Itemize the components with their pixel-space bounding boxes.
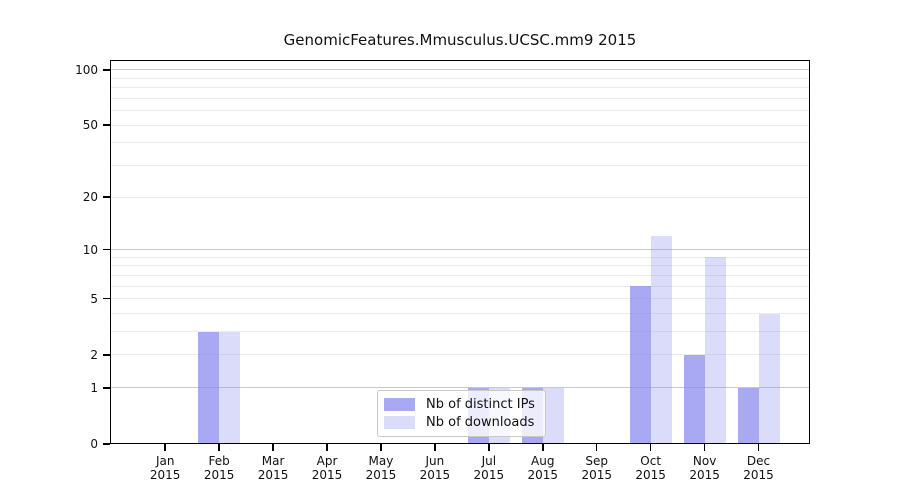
x-tick-mark — [380, 444, 382, 451]
y-tick-mark — [103, 69, 110, 71]
y-tick-label: 100 — [75, 62, 98, 77]
y-tick-mark — [103, 297, 110, 300]
plot-area-border — [110, 60, 810, 444]
minor-gridline — [110, 142, 810, 144]
x-tick-label: Sep 2015 — [581, 454, 612, 482]
x-tick-mark — [542, 444, 544, 451]
y-tick-mark — [103, 354, 110, 356]
x-tick-label: Dec 2015 — [743, 454, 774, 482]
chart-title: GenomicFeatures.Mmusculus.UCSC.mm9 2015 — [283, 31, 637, 49]
bar-feb-downloads — [219, 331, 241, 444]
legend-item-downloads: Nb of downloads — [384, 415, 537, 430]
x-tick-label: Oct 2015 — [635, 454, 666, 482]
legend-swatch-downloads — [384, 416, 415, 429]
legend-label-distinct-ips: Nb of distinct IPs — [426, 397, 535, 412]
x-tick-mark — [326, 444, 328, 451]
minor-gridline — [110, 196, 810, 198]
x-tick-mark — [164, 444, 166, 451]
y-tick-mark — [103, 443, 110, 445]
x-tick-label: Nov 2015 — [689, 454, 720, 482]
x-tick-mark — [649, 444, 652, 451]
bar-aug-downloads — [542, 387, 564, 444]
x-tick-mark — [703, 444, 706, 451]
y-tick-label: 2 — [90, 347, 98, 362]
x-tick-label: Jul 2015 — [473, 454, 505, 482]
legend-swatch-distinct-ips — [384, 398, 415, 411]
minor-gridline — [110, 77, 810, 79]
bar-nov-downloads — [704, 257, 726, 444]
minor-gridline — [110, 87, 810, 89]
minor-gridline — [110, 97, 810, 99]
x-tick-mark — [595, 444, 598, 451]
bar-feb-distinct-ips — [198, 331, 220, 444]
y-tick-label: 10 — [82, 242, 98, 257]
x-tick-label: Aug 2015 — [527, 454, 559, 482]
bar-oct-downloads — [650, 236, 672, 444]
major-gridline — [110, 249, 810, 251]
minor-gridline — [110, 285, 810, 287]
y-tick-label: 50 — [82, 118, 98, 133]
y-tick-label: 0 — [90, 437, 98, 451]
y-tick-mark — [103, 124, 110, 126]
x-tick-mark — [218, 444, 220, 451]
x-tick-mark — [488, 444, 490, 451]
legend-label-downloads: Nb of downloads — [426, 415, 535, 430]
x-tick-label: Mar 2015 — [257, 454, 289, 482]
legend: Nb of distinct IPs Nb of downloads — [377, 390, 546, 437]
minor-gridline — [110, 354, 810, 356]
major-gridline — [110, 387, 810, 389]
minor-gridline — [110, 110, 810, 112]
y-tick-label: 20 — [82, 190, 98, 205]
y-tick-mark — [103, 387, 110, 389]
minor-gridline — [110, 313, 810, 314]
x-tick-label: May 2015 — [365, 454, 397, 482]
major-gridline — [110, 69, 810, 71]
minor-gridline — [110, 298, 810, 300]
minor-gridline — [110, 256, 810, 258]
x-tick-mark — [757, 444, 760, 451]
y-tick-mark — [103, 196, 110, 198]
y-tick-label: 1 — [90, 380, 98, 395]
bar-dec-distinct-ips — [737, 387, 759, 444]
y-tick-label: 5 — [90, 291, 98, 306]
bar-oct-distinct-ips — [629, 286, 651, 444]
y-tick-mark — [103, 248, 110, 251]
x-tick-label: Jan 2015 — [149, 454, 181, 482]
minor-gridline — [110, 265, 810, 267]
bar-dec-downloads — [758, 313, 780, 444]
x-tick-mark — [272, 444, 274, 451]
minor-gridline — [110, 165, 810, 167]
legend-item-distinct-ips: Nb of distinct IPs — [384, 397, 537, 412]
minor-gridline — [110, 331, 810, 333]
x-tick-mark — [434, 444, 436, 451]
x-tick-label: Apr 2015 — [311, 454, 343, 482]
bar-nov-distinct-ips — [683, 354, 705, 444]
minor-gridline — [110, 124, 810, 126]
x-tick-label: Feb 2015 — [203, 454, 235, 482]
x-tick-label: Jun 2015 — [419, 454, 451, 482]
minor-gridline — [110, 274, 810, 276]
